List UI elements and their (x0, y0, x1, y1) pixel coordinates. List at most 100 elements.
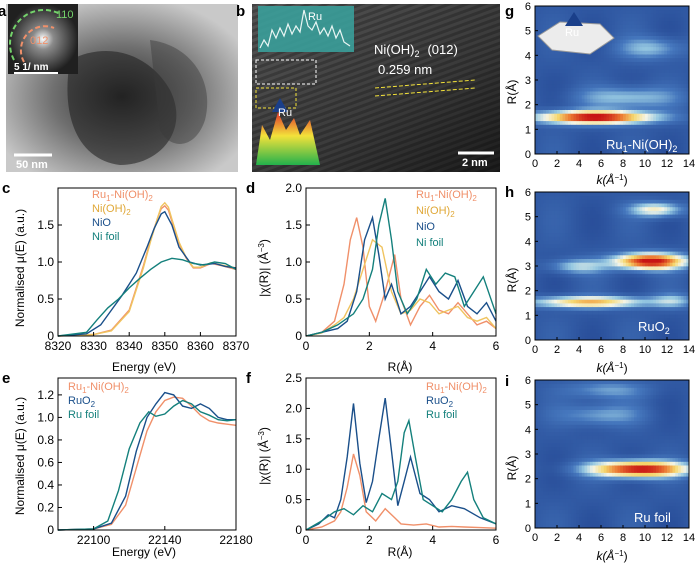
heatmap-cell (551, 72, 555, 77)
heatmap-cell (537, 524, 541, 529)
heatmap-cell (639, 142, 643, 147)
heatmap-cell (664, 76, 668, 81)
heatmap-cell (562, 91, 566, 96)
heatmap-cell (612, 124, 616, 129)
heatmap-cell (551, 442, 555, 447)
heatmap-cell (661, 117, 665, 122)
heatmap-cell (678, 328, 682, 333)
heatmap-cell (570, 243, 574, 248)
heatmap-cell (683, 76, 687, 81)
heatmap-cell (642, 210, 646, 215)
heatmap-cell (672, 210, 676, 215)
heatmap-cell (535, 413, 539, 418)
heatmap-cell (656, 139, 660, 144)
heatmap-cell (546, 225, 550, 230)
heatmap-cell (537, 457, 541, 462)
heatmap-cell (656, 221, 660, 226)
heatmap-cell (581, 314, 585, 319)
heatmap-cell (658, 229, 662, 234)
heatmap-cell (584, 225, 588, 230)
heatmap-cell (540, 266, 544, 271)
heatmap-cell (551, 417, 555, 422)
heatmap-cell (559, 332, 563, 337)
heatmap-cell (595, 6, 599, 11)
heatmap-cell (535, 520, 539, 525)
heatmap-cell (601, 54, 605, 59)
heatmap-cell (617, 266, 621, 271)
heatmap-cell (656, 291, 660, 296)
heatmap-cell (636, 39, 640, 44)
heatmap-cell (612, 17, 616, 22)
heatmap-cell (548, 413, 552, 418)
heatmap-cell (669, 217, 673, 222)
heatmap-cell (672, 61, 676, 66)
heatmap-cell (625, 325, 629, 330)
heatmap-cell (546, 380, 550, 385)
heatmap-cell (612, 195, 616, 200)
heatmap-cell (568, 9, 572, 14)
heatmap-cell (570, 139, 574, 144)
heatmap-cell (675, 310, 679, 315)
heatmap-cell (650, 80, 654, 85)
heatmap-cell (645, 135, 649, 140)
heatmap-cell (540, 269, 544, 274)
heatmap-cell (576, 325, 580, 330)
heatmap-cell (562, 217, 566, 222)
heatmap-cell (535, 317, 539, 322)
heatmap-cell (669, 91, 673, 96)
heatmap-cell (603, 17, 607, 22)
heatmap-cell (559, 251, 563, 256)
heatmap-cell (592, 9, 596, 14)
heatmap-cell (614, 317, 618, 322)
heatmap-cell (614, 135, 618, 140)
chart-h-ytick-label-0: 0 (525, 335, 531, 347)
heatmap-cell (590, 266, 594, 271)
heatmap-cell (625, 31, 629, 36)
heatmap-cell (546, 258, 550, 263)
heatmap-cell (570, 288, 574, 293)
heatmap-cell (562, 135, 566, 140)
heatmap-cell (631, 243, 635, 248)
heatmap-cell (653, 280, 657, 285)
heatmap-cell (642, 295, 646, 300)
heatmap-cell (598, 94, 602, 99)
heatmap-cell (548, 498, 552, 503)
heatmap-cell (609, 28, 613, 33)
heatmap-cell (612, 288, 616, 293)
heatmap-cell (634, 295, 638, 300)
heatmap-cell (581, 210, 585, 215)
heatmap-cell (559, 9, 563, 14)
heatmap-cell (686, 17, 690, 22)
heatmap-cell (634, 57, 638, 62)
heatmap-cell (570, 266, 574, 271)
heatmap-cell (639, 65, 643, 70)
heatmap-cell (543, 6, 547, 11)
heatmap-cell (592, 65, 596, 70)
heatmap-cell (590, 20, 594, 25)
heatmap-cell (669, 232, 673, 237)
heatmap-cell (625, 124, 629, 129)
heatmap-cell (645, 6, 649, 11)
heatmap-cell (587, 146, 591, 151)
heatmap-cell (540, 483, 544, 488)
heatmap-cell (584, 210, 588, 215)
heatmap-cell (584, 273, 588, 278)
heatmap-cell (606, 61, 610, 66)
heatmap-cell (543, 109, 547, 114)
heatmap-cell (636, 310, 640, 315)
heatmap-cell (678, 291, 682, 296)
heatmap-cell (645, 199, 649, 204)
heatmap-cell (557, 332, 561, 337)
heatmap-cell (598, 113, 602, 118)
heatmap-cell (669, 203, 673, 208)
heatmap-cell (579, 243, 583, 248)
heatmap-cell (658, 31, 662, 36)
heatmap-cell (573, 91, 577, 96)
ru-atom-marker (272, 98, 288, 112)
heatmap-cell (636, 284, 640, 289)
heatmap-cell (551, 113, 555, 118)
heatmap-cell (623, 17, 627, 22)
heatmap-cell (543, 295, 547, 300)
heatmap-cell (645, 269, 649, 274)
heatmap-cell (603, 61, 607, 66)
